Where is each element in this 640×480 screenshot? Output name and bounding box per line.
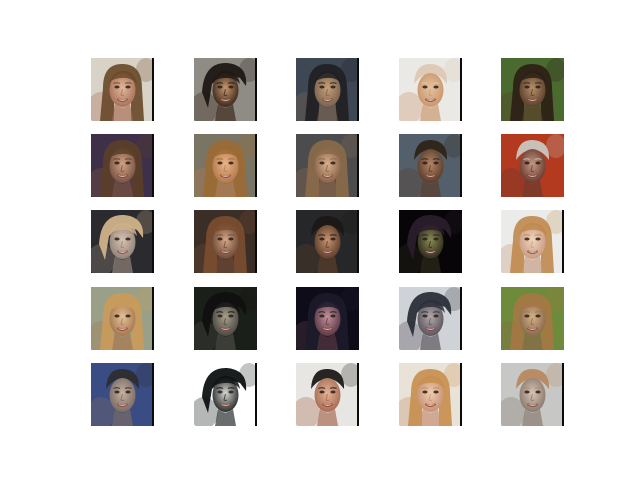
- face-sample-tile: [399, 287, 462, 350]
- face-sample-tile: [296, 134, 359, 197]
- face-sample-tile: [91, 134, 154, 197]
- face-sample-tile: [296, 287, 359, 350]
- face-sample-tile: [194, 210, 257, 273]
- face-sample-tile: [501, 210, 564, 273]
- face-sample-image: [399, 134, 462, 197]
- face-sample-tile: [91, 287, 154, 350]
- face-sample-image: [501, 210, 564, 273]
- face-sample-image: [91, 363, 154, 426]
- face-sample-tile: [194, 58, 257, 121]
- face-sample-image: [194, 210, 257, 273]
- face-sample-image: [399, 210, 462, 273]
- face-sample-image: [501, 58, 564, 121]
- face-sample-tile: [194, 287, 257, 350]
- face-sample-image: [194, 287, 257, 350]
- face-sample-tile: [501, 58, 564, 121]
- face-sample-tile: [399, 363, 462, 426]
- face-sample-image: [399, 58, 462, 121]
- face-sample-image: [91, 210, 154, 273]
- face-sample-image: [399, 363, 462, 426]
- face-sample-image: [296, 134, 359, 197]
- face-sample-image: [91, 58, 154, 121]
- face-sample-tile: [91, 58, 154, 121]
- face-sample-image: [296, 58, 359, 121]
- face-sample-image: [501, 134, 564, 197]
- face-sample-image: [296, 210, 359, 273]
- face-sample-image: [194, 58, 257, 121]
- face-sample-tile: [399, 134, 462, 197]
- face-sample-tile: [91, 210, 154, 273]
- face-sample-image: [501, 363, 564, 426]
- face-sample-tile: [501, 363, 564, 426]
- face-sample-tile: [399, 58, 462, 121]
- face-sample-image: [194, 134, 257, 197]
- face-sample-image: [296, 363, 359, 426]
- face-sample-tile: [501, 287, 564, 350]
- face-sample-tile: [194, 363, 257, 426]
- face-sample-image: [296, 287, 359, 350]
- face-sample-image: [194, 363, 257, 426]
- face-sample-image: [91, 287, 154, 350]
- face-sample-image: [399, 287, 462, 350]
- face-sample-image: [91, 134, 154, 197]
- face-sample-tile: [296, 58, 359, 121]
- face-sample-tile: [296, 210, 359, 273]
- face-sample-tile: [501, 134, 564, 197]
- face-sample-tile: [296, 363, 359, 426]
- face-sample-tile: [399, 210, 462, 273]
- face-sample-image: [501, 287, 564, 350]
- face-sample-tile: [194, 134, 257, 197]
- face-sample-tile: [91, 363, 154, 426]
